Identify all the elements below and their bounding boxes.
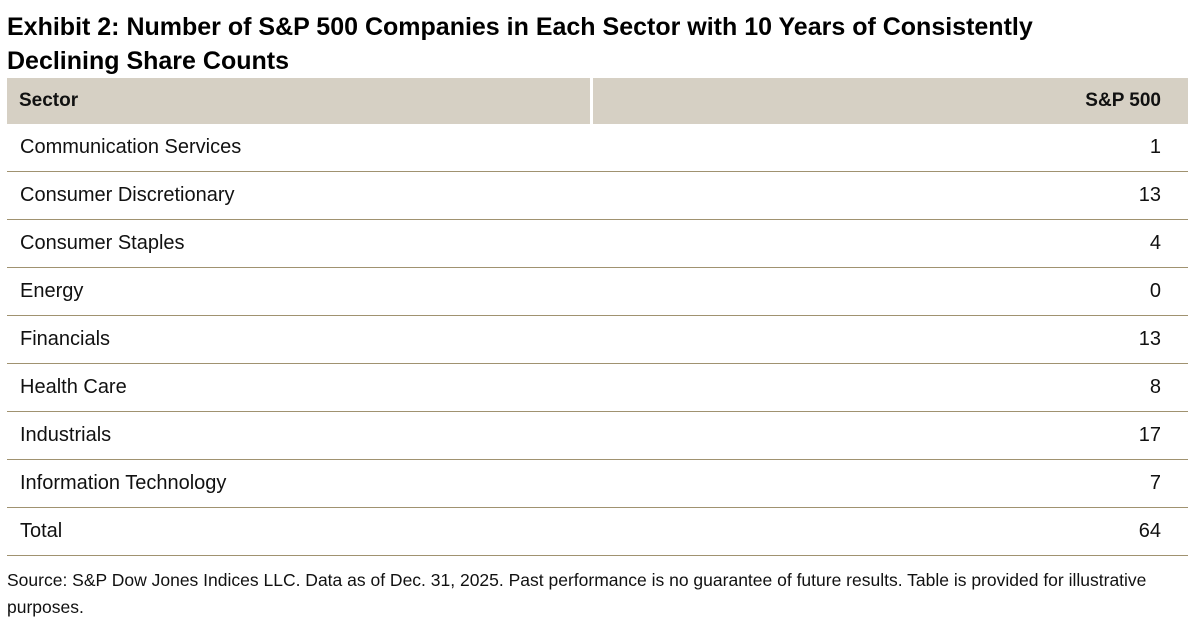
table-row: Information Technology 7 <box>7 460 1188 508</box>
table-row: Energy 0 <box>7 268 1188 316</box>
value-cell: 8 <box>1149 376 1161 398</box>
table-row: Communication Services 1 <box>7 124 1188 172</box>
table-body: Communication Services 1 Consumer Discreti… <box>7 124 1188 556</box>
table-row: Financials 13 <box>7 316 1188 364</box>
value-cell: 4 <box>1149 232 1161 254</box>
table-row: Consumer Staples 4 <box>7 220 1188 268</box>
sector-cell: Financials <box>20 328 111 350</box>
value-cell: 0 <box>1149 280 1161 302</box>
table-row: Consumer Discretionary 13 <box>7 172 1188 220</box>
exhibit-title: Exhibit 2: Number of S&P 500 Companies i… <box>7 13 1033 75</box>
sector-cell: Communication Services <box>20 136 242 158</box>
value-cell: 1 <box>1149 136 1161 158</box>
sector-cell: Health Care <box>20 376 127 398</box>
sector-cell: Information Technology <box>20 472 227 494</box>
table-row: Industrials 17 <box>7 412 1188 460</box>
table-row: Health Care 8 <box>7 364 1188 412</box>
sector-cell: Total <box>20 520 63 542</box>
source-note: Source: S&P Dow Jones Indices LLC. Data … <box>7 570 1147 617</box>
table-row-total: Total 64 <box>7 508 1188 556</box>
value-cell: 64 <box>1138 520 1161 542</box>
sector-cell: Energy <box>20 280 84 302</box>
column-header-sector: Sector <box>7 78 590 124</box>
sector-cell: Industrials <box>20 424 112 446</box>
sector-cell: Consumer Staples <box>20 232 185 254</box>
sector-cell: Consumer Discretionary <box>20 184 235 206</box>
value-cell: 17 <box>1138 424 1161 446</box>
value-cell: 7 <box>1149 472 1161 494</box>
sector-count-table: Sector S&P 500 Communication Services 1 Co… <box>7 78 1188 556</box>
value-cell: 13 <box>1138 328 1161 350</box>
value-cell: 13 <box>1138 184 1161 206</box>
table-header-row: Sector S&P 500 <box>7 78 1188 124</box>
column-header-sp500: S&P 500 <box>593 78 1188 124</box>
